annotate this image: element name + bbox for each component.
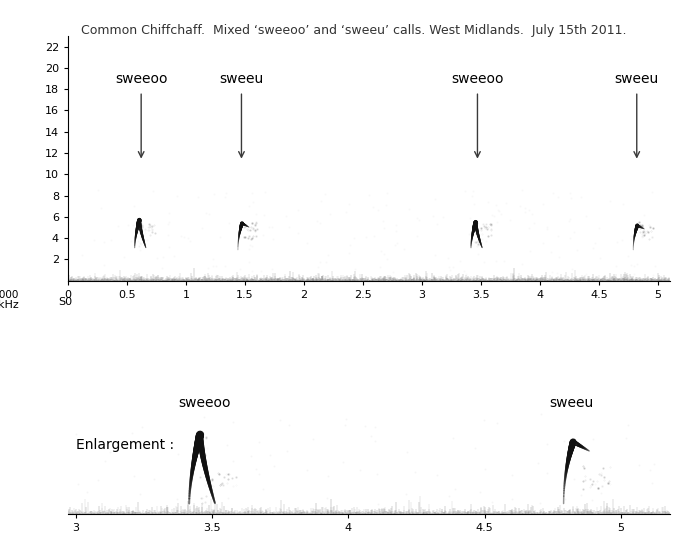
Text: sweeu: sweeu: [220, 72, 264, 86]
Text: sweeoo: sweeoo: [178, 397, 231, 410]
Text: sweeoo: sweeoo: [452, 72, 504, 86]
Text: sweeoo: sweeoo: [115, 72, 167, 86]
Text: Common Chiffchaff.  Mixed ‘sweeoo’ and ‘sweeu’ calls. West Midlands.  July 15th : Common Chiffchaff. Mixed ‘sweeoo’ and ‘s…: [81, 24, 626, 37]
Text: kHz: kHz: [0, 300, 18, 310]
Text: 0.000: 0.000: [0, 290, 18, 300]
Text: S0: S0: [58, 297, 72, 307]
Text: Enlargement :: Enlargement :: [76, 438, 174, 452]
Text: sweeu: sweeu: [615, 72, 659, 86]
Text: sweeu: sweeu: [549, 397, 594, 410]
